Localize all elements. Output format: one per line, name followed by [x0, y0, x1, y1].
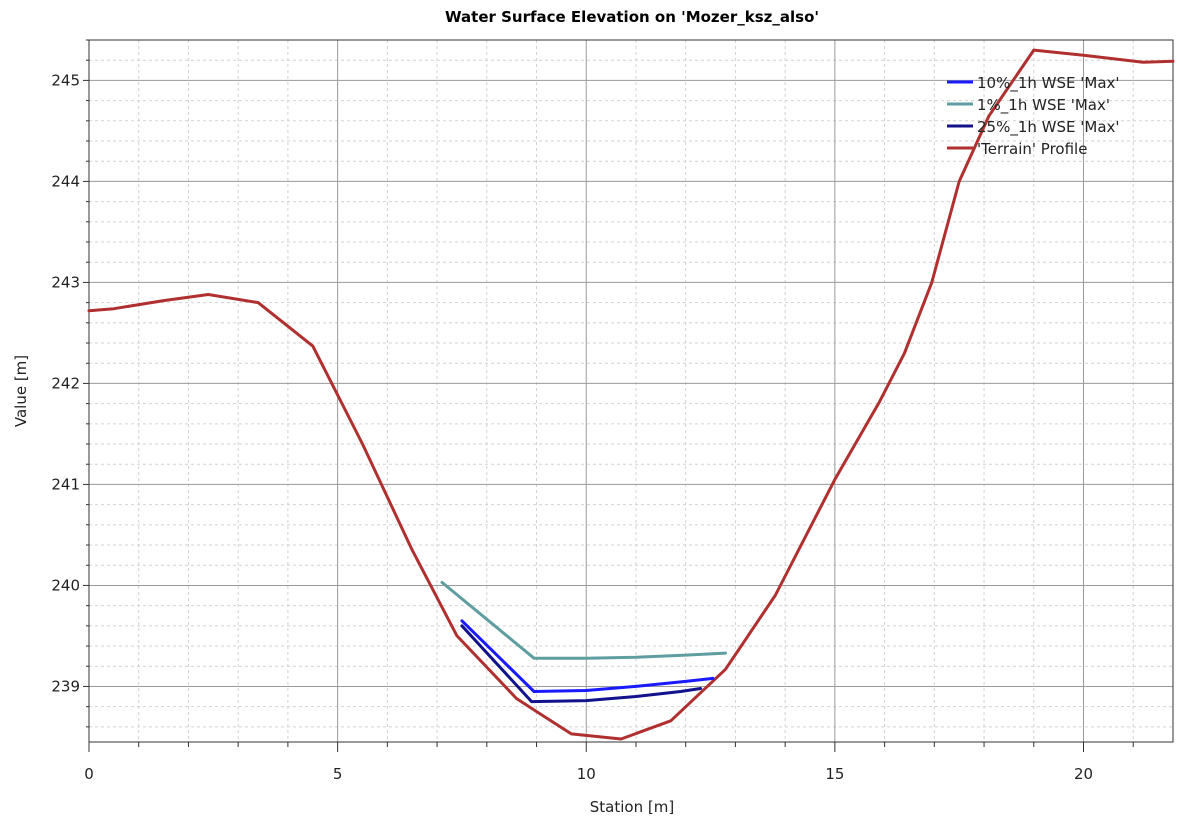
y-tick-label: 245	[51, 71, 80, 89]
legend-label: 1%_1h WSE 'Max'	[977, 96, 1110, 115]
x-axis: 0 5 10 15 20	[84, 742, 1134, 783]
series-line	[460, 619, 715, 693]
x-tick-label: 20	[1074, 765, 1093, 783]
y-tick-label: 243	[51, 273, 80, 291]
chart-title: Water Surface Elevation on 'Mozer_ksz_al…	[445, 8, 819, 26]
series-lines	[87, 48, 1175, 741]
series-line	[460, 624, 703, 704]
y-tick-label: 239	[51, 677, 80, 695]
y-tick-label: 244	[51, 172, 80, 190]
legend-label: 10%_1h WSE 'Max'	[977, 74, 1120, 93]
x-axis-label: Station [m]	[590, 798, 674, 816]
x-tick-label: 5	[333, 765, 343, 783]
y-tick-label: 240	[51, 576, 80, 594]
x-tick-label: 15	[825, 765, 844, 783]
legend: 10%_1h WSE 'Max' 1%_1h WSE 'Max' 25%_1h WS…	[947, 74, 1120, 158]
series-line	[87, 48, 1175, 741]
x-tick-label: 10	[577, 765, 596, 783]
y-tick-label: 241	[51, 475, 80, 493]
legend-label: 25%_1h WSE 'Max'	[977, 118, 1120, 137]
plot-area	[88, 39, 1174, 743]
series-line	[440, 580, 727, 660]
y-axis: 239 240 241 242 243 244 245	[51, 39, 89, 728]
x-tick-label: 0	[84, 765, 94, 783]
y-axis-label: Value [m]	[12, 355, 30, 427]
y-tick-label: 242	[51, 374, 80, 392]
legend-label: 'Terrain' Profile	[977, 140, 1087, 158]
